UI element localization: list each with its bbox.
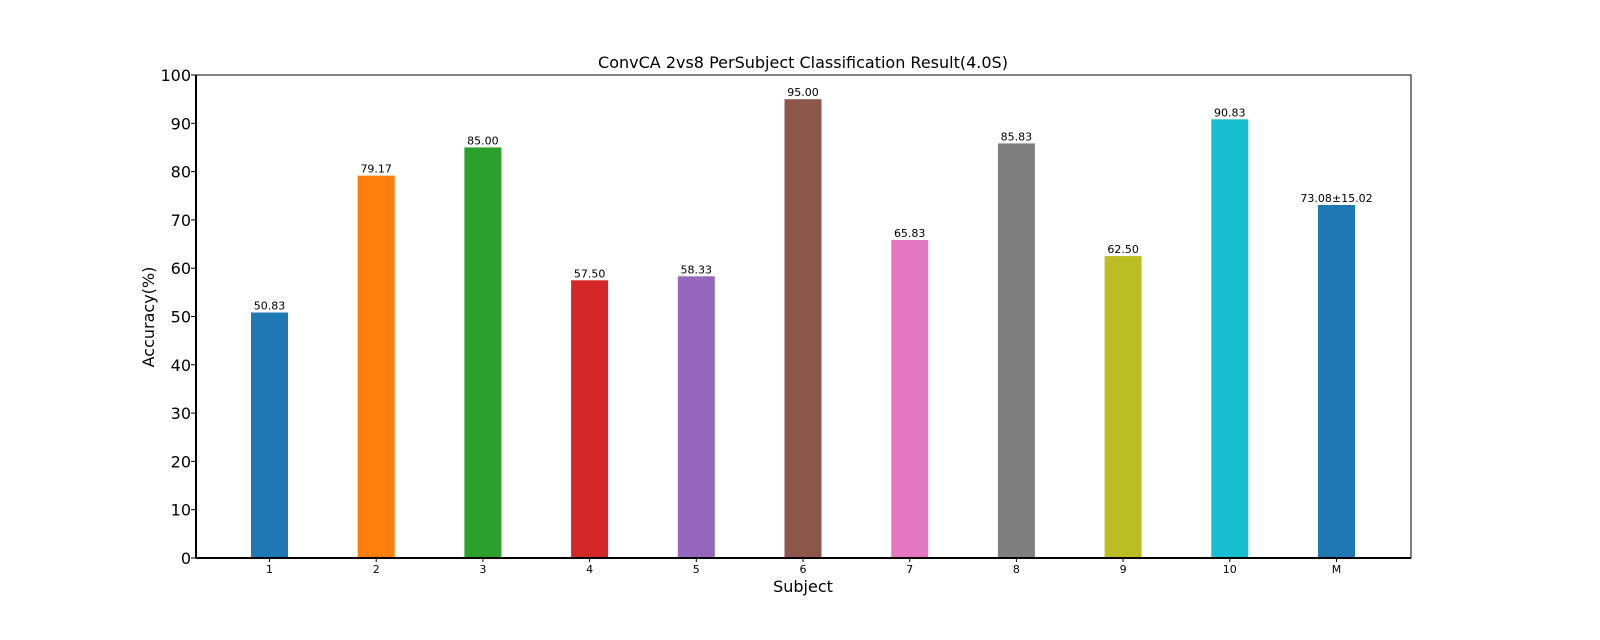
bar-value-label-M: 73.08±15.02 [1300,192,1372,205]
bar-value-label-10: 90.83 [1214,106,1246,119]
bar-3 [464,147,502,558]
y-tick-label-0: 0 [181,549,191,568]
bar-value-label-5: 58.33 [681,263,713,276]
bar-labels-group: 50.83 79.17 85.00 57.50 58.33 95.00 65.83 85.83… [254,86,1373,312]
x-tick-label-10: 10 [1223,563,1237,576]
bar-1 [251,312,288,558]
bar-4 [571,280,609,558]
x-tick-label-4: 4 [586,563,593,576]
x-tick-label-8: 8 [1013,563,1020,576]
bar-value-label-4: 57.50 [574,267,606,280]
bar-6 [784,99,822,558]
y-tick-label-30: 30 [171,404,191,423]
bar-2 [357,175,395,558]
bar-8 [997,143,1035,558]
y-tick-label-70: 70 [171,211,191,230]
x-tick-label-6: 6 [800,563,807,576]
bar-value-label-1: 50.83 [254,300,286,313]
bar-7 [891,240,929,558]
x-tick-label-3: 3 [479,563,486,576]
y-tick-label-40: 40 [171,356,191,375]
bars-group [251,99,1355,559]
y-tick-label-90: 90 [171,114,191,133]
bar-value-label-9: 62.50 [1107,243,1139,256]
x-tick-label-7: 7 [906,563,913,576]
y-tick-label-100: 100 [160,66,191,85]
bar-value-label-7: 65.83 [894,227,926,240]
y-tick-label-60: 60 [171,259,191,278]
x-axis-label: Subject [773,577,833,596]
y-tick-label-50: 50 [171,308,191,327]
x-tick-label-M: M [1332,563,1342,576]
x-tick-label-9: 9 [1120,563,1127,576]
x-tick-label-5: 5 [693,563,700,576]
bar-value-label-2: 79.17 [360,163,392,176]
bar-5 [677,276,715,558]
y-axis-ticks: 0 10 20 30 40 50 60 70 80 90 100 [160,66,196,568]
bar-10 [1211,119,1249,559]
bar-9 [1104,256,1142,558]
chart-title: ConvCA 2vs8 PerSubject Classification Re… [598,53,1008,72]
x-tick-label-1: 1 [266,563,273,576]
y-axis-label: Accuracy(%) [139,267,158,368]
y-tick-label-10: 10 [171,501,191,520]
bar-value-label-6: 95.00 [787,86,819,99]
y-tick-label-80: 80 [171,163,191,182]
bar-M [1318,205,1355,558]
y-tick-label-20: 20 [171,452,191,471]
bar-value-label-8: 85.83 [1001,130,1033,143]
bar-value-label-3: 85.00 [467,134,499,147]
x-tick-label-2: 2 [373,563,380,576]
x-axis-ticks: 1 2 3 4 5 6 7 8 9 10 M [266,558,1341,576]
